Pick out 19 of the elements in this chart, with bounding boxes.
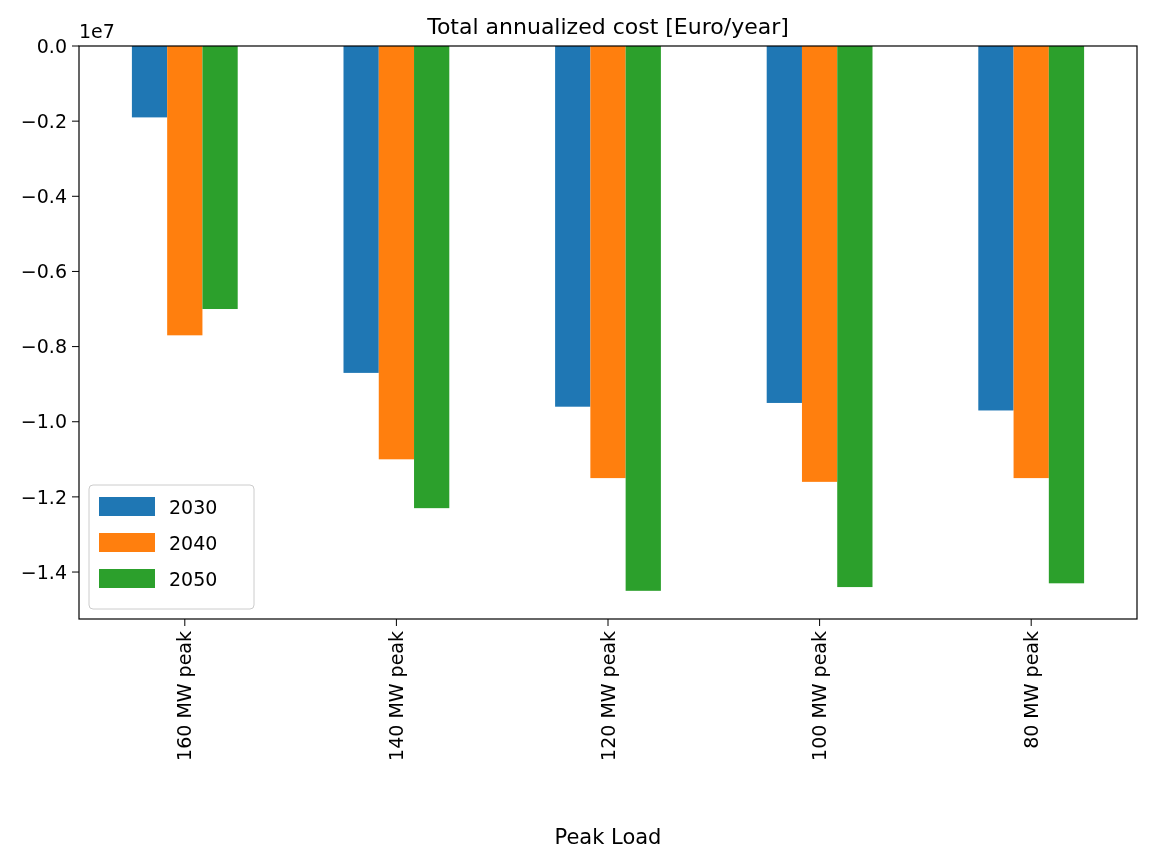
y-tick-label: −1.4: [20, 560, 67, 583]
y-tick-label: −0.6: [20, 260, 67, 283]
x-tick-label: 80 MW peak: [1019, 631, 1042, 749]
x-axis-title: Peak Load: [554, 825, 662, 849]
y-tick-label: −1.0: [20, 410, 67, 433]
legend-label: 2050: [169, 567, 218, 590]
y-tick-label: 0.0: [36, 34, 67, 57]
legend-label: 2030: [169, 495, 218, 518]
x-tick-label: 160 MW peak: [173, 631, 196, 761]
y-tick-label: −0.4: [20, 184, 67, 207]
text: 1e7: [79, 20, 115, 42]
y-tick-label: −1.2: [20, 485, 67, 508]
x-tick-label: 140 MW peak: [385, 631, 408, 761]
y-tick-label: −0.8: [20, 335, 67, 358]
x-tick-label: 120 MW peak: [596, 631, 619, 761]
legend-label: 2040: [169, 531, 218, 554]
y-tick-label: −0.2: [20, 109, 67, 132]
x-tick-label: 100 MW peak: [808, 631, 831, 761]
chart-title: Total annualized cost [Euro/year]: [426, 14, 789, 39]
